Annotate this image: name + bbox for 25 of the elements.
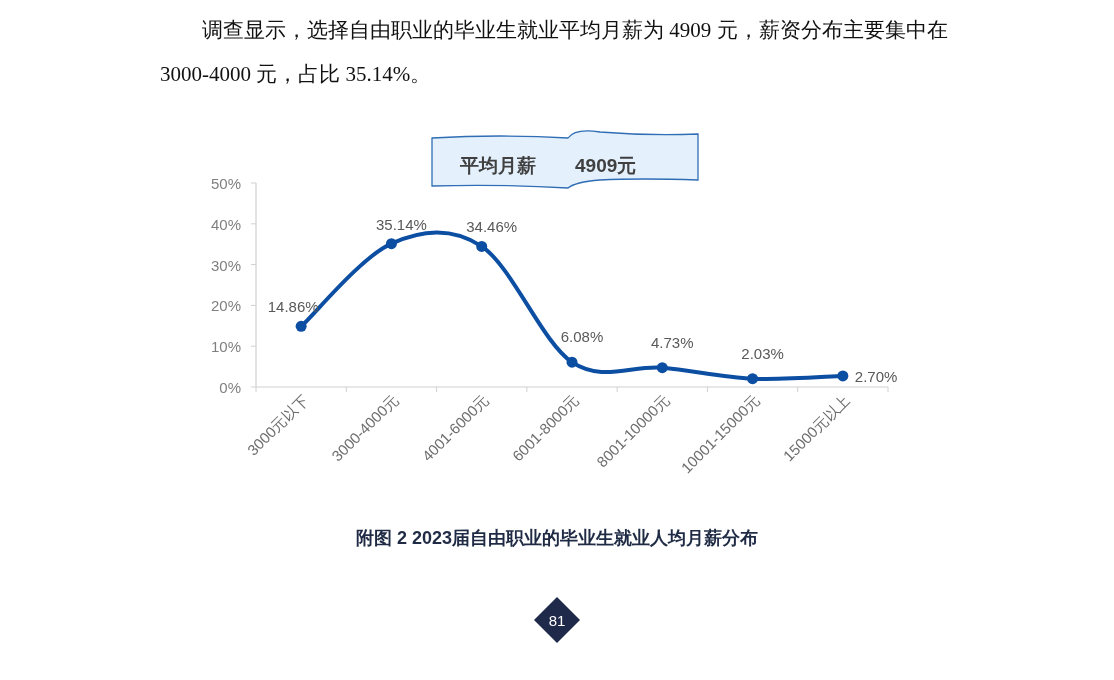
point [747, 373, 759, 385]
data-label: 2.70% [854, 367, 898, 385]
text: 调查显示，选择自由职业的毕业生就业平均月薪为 4909 元，薪资分布主要集中在 3000-4000 元，占比 35.14%。 [160, 17, 949, 88]
data-label: 6.08% [560, 328, 604, 346]
y-tick-label: 30% [210, 256, 241, 274]
text: 平均月薪 [459, 155, 536, 176]
y-tick-label: 50% [210, 175, 241, 192]
point [837, 370, 849, 382]
text: 附图 2 2023届自由职业的毕业生就业人均月薪分布 [355, 528, 759, 548]
y-tick-label: 40% [210, 215, 241, 233]
y-tick-label: 0% [219, 379, 241, 396]
text: 4909元 [575, 155, 637, 176]
point [385, 238, 397, 250]
point [566, 356, 578, 368]
y-tick-label: 10% [210, 338, 241, 356]
data-label: 35.14% [375, 215, 427, 233]
data-label: 2.03% [741, 344, 784, 362]
point [295, 320, 307, 332]
point [656, 362, 668, 374]
text: 81 [548, 612, 566, 629]
point [476, 240, 488, 252]
y-tick-label: 20% [210, 297, 241, 315]
data-label: 14.86% [267, 298, 319, 316]
data-label: 34.46% [466, 218, 518, 236]
data-label: 4.73% [651, 333, 694, 351]
